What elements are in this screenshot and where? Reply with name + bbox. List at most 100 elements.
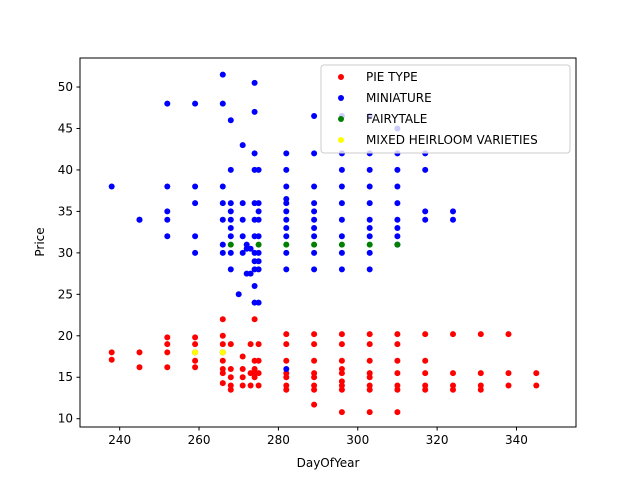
data-point: [338, 166, 345, 173]
data-point: [239, 233, 246, 240]
data-point: [283, 216, 290, 223]
data-point: [164, 364, 171, 371]
data-point: [255, 299, 262, 306]
data-point: [239, 249, 246, 256]
data-point: [450, 386, 456, 393]
data-point: [366, 341, 373, 348]
data-point: [108, 183, 115, 190]
data-point: [192, 200, 199, 207]
y-tick-label: 20: [58, 329, 73, 343]
data-point: [255, 216, 262, 223]
data-point: [251, 283, 258, 289]
data-point: [338, 370, 345, 377]
data-point: [192, 233, 199, 240]
data-point: [338, 200, 345, 207]
data-point: [338, 249, 345, 256]
data-point: [338, 366, 345, 372]
data-point: [239, 353, 246, 360]
data-point: [505, 382, 512, 389]
y-tick-label: 45: [58, 121, 73, 135]
legend-item: MIXED HEIRLOOM VARIETIES: [338, 133, 538, 147]
data-point: [255, 357, 262, 364]
data-point: [247, 341, 254, 348]
data-point: [255, 341, 262, 348]
data-point: [338, 409, 345, 416]
data-point: [394, 216, 401, 223]
data-point: [227, 225, 234, 231]
data-point: [283, 166, 290, 173]
data-point: [422, 166, 429, 173]
data-point: [394, 341, 401, 348]
data-point: [311, 341, 318, 348]
data-point: [192, 100, 199, 107]
data-point: [255, 208, 262, 215]
data-point: [219, 249, 226, 256]
data-point: [338, 266, 345, 273]
data-point: [283, 341, 290, 348]
data-point: [283, 196, 290, 202]
data-point: [366, 183, 373, 190]
data-point: [227, 374, 234, 381]
data-point: [255, 370, 262, 377]
data-point: [239, 382, 246, 389]
data-point: [311, 382, 318, 389]
y-tick-label: 40: [58, 163, 73, 177]
data-point: [283, 357, 290, 364]
data-point: [227, 200, 234, 207]
data-point: [422, 386, 429, 393]
x-tick-label: 260: [188, 433, 211, 447]
data-point: [366, 233, 373, 240]
x-tick-label: 240: [108, 433, 131, 447]
data-point: [255, 382, 262, 389]
data-point: [255, 200, 262, 207]
legend-item: MINIATURE: [338, 91, 432, 105]
legend-marker: [338, 95, 344, 101]
legend-item: FAIRYTALE: [338, 112, 427, 126]
data-point: [366, 370, 373, 377]
data-point: [311, 249, 318, 256]
data-point: [164, 349, 171, 356]
data-point: [422, 357, 429, 364]
y-axis-ticks: 10 15 20 25 30 35 40 45 50: [58, 80, 80, 426]
y-tick-label: 35: [58, 204, 73, 218]
data-point: [477, 331, 484, 338]
data-point: [227, 341, 234, 348]
data-point: [192, 334, 199, 341]
data-point: [366, 166, 373, 173]
data-point: [394, 370, 401, 377]
data-point: [477, 386, 484, 393]
data-point: [311, 370, 318, 377]
data-point: [338, 233, 345, 240]
data-point: [338, 378, 345, 385]
data-point: [251, 108, 258, 115]
data-point: [219, 370, 226, 377]
legend-box: [320, 64, 571, 154]
data-point: [311, 386, 318, 393]
data-point: [505, 370, 512, 377]
data-point: [338, 382, 345, 389]
data-point: [255, 266, 262, 273]
data-point: [338, 331, 345, 338]
data-point: [219, 349, 226, 356]
data-point: [247, 245, 254, 252]
data-point: [219, 200, 226, 207]
data-point: [283, 183, 290, 190]
data-point: [283, 200, 290, 207]
data-point: [394, 166, 401, 173]
data-point: [338, 341, 345, 348]
legend-marker: [338, 116, 344, 122]
data-point: [235, 291, 242, 298]
data-point: [283, 331, 290, 338]
data-point: [239, 216, 246, 223]
data-point: [450, 331, 456, 338]
data-point: [366, 225, 373, 231]
data-point: [311, 150, 318, 157]
data-point: [164, 334, 171, 341]
data-point: [227, 241, 234, 248]
data-points: [108, 71, 540, 416]
data-point: [422, 208, 429, 215]
data-point: [164, 183, 171, 190]
legend-item: PIE TYPE: [338, 70, 418, 84]
data-point: [477, 370, 484, 377]
